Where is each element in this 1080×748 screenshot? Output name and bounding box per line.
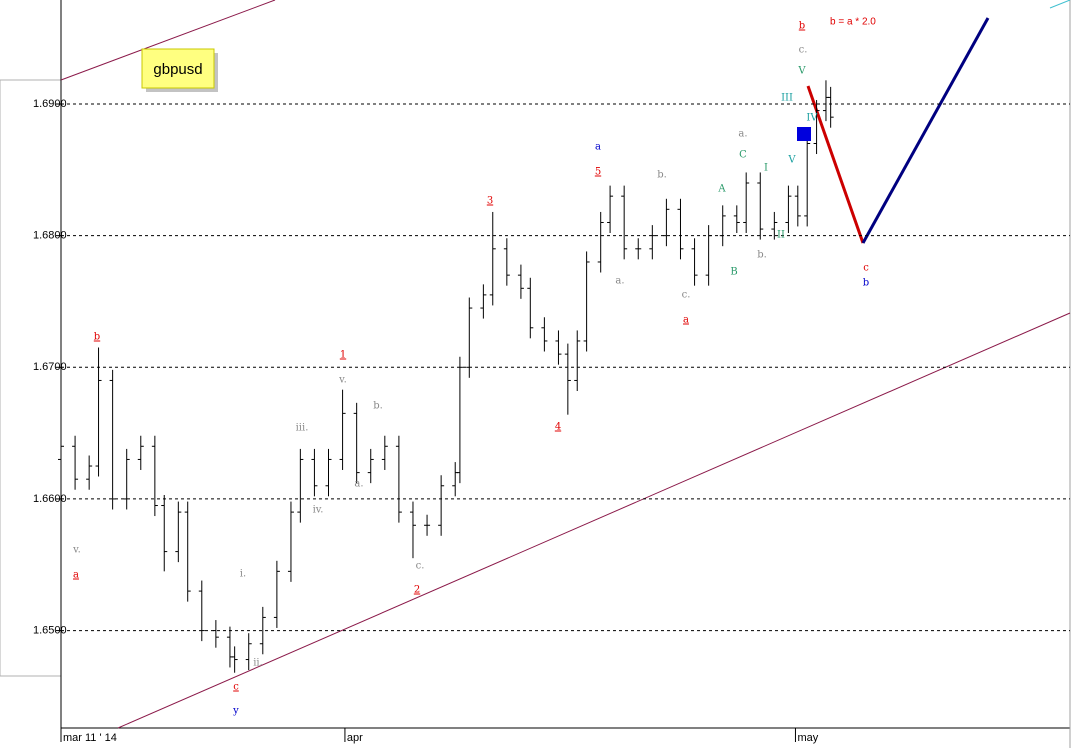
wave-label: B — [730, 267, 737, 278]
symbol-box — [141, 48, 215, 89]
wave-label: II — [777, 230, 785, 241]
wave-label: b. — [657, 170, 667, 181]
projection-line — [806, 85, 865, 244]
symbol: gbpusd — [153, 61, 202, 78]
wave-label: v. — [338, 375, 347, 386]
wave-label: c. — [682, 290, 691, 301]
wave-label: a. — [354, 479, 363, 490]
marker — [797, 127, 811, 141]
y-tick-label: 1.6900 — [33, 98, 67, 110]
trend-line — [117, 312, 1071, 729]
note: b = a * 2.0 — [830, 17, 876, 28]
wave-label: b. — [373, 401, 383, 412]
wave-label: v. — [72, 545, 81, 556]
wave-label: a — [683, 315, 689, 326]
y-tick-label: 1.6800 — [33, 230, 67, 242]
wave-label: 2 — [414, 585, 420, 596]
trend-line — [60, 0, 276, 81]
x-tick-label: mar 11 ' 14 — [63, 732, 117, 744]
wave-label: 1 — [340, 350, 346, 361]
wave-label: I — [764, 163, 768, 174]
projection-line — [861, 17, 990, 244]
wave-label: III — [781, 93, 793, 104]
wave-label: c — [863, 263, 869, 274]
plot: 1.6500 1.6600 1.6700 1.6800 1.6900 mar 11 ' 1… — [33, 17, 1070, 744]
y-tick-label: 1.6500 — [33, 624, 67, 636]
y-tick-label: 1.6600 — [33, 493, 67, 505]
wave-label: a — [73, 570, 79, 581]
trend-line — [1049, 0, 1071, 9]
x-tick-label: may — [797, 732, 818, 744]
wave-label: a. — [615, 276, 624, 287]
wave-label: A — [717, 184, 726, 195]
wave-label: C — [739, 150, 747, 161]
wave-label: 5 — [595, 167, 601, 178]
wave-label: i. — [240, 569, 246, 580]
wave-label: 3 — [487, 196, 493, 207]
wave-label: iii. — [296, 423, 309, 434]
wave-label: IV — [806, 113, 818, 124]
wave-label: c — [233, 682, 239, 693]
wave-label: V — [797, 66, 806, 77]
wave-label: y — [232, 706, 239, 717]
wave-label: 4 — [555, 422, 561, 433]
axis-panel — [0, 79, 62, 677]
wave-label: ii. — [253, 658, 263, 669]
wave-label: iv. — [313, 505, 324, 516]
x-tick-label: apr — [347, 732, 363, 744]
wave-label: b — [863, 278, 869, 289]
wave-label: c. — [799, 45, 808, 56]
wave-label: V — [787, 155, 796, 166]
wave-label: a — [595, 142, 601, 153]
wave-label: b. — [757, 250, 767, 261]
wave-label: b — [94, 332, 100, 343]
y-tick-label: 1.6700 — [33, 361, 67, 373]
wave-label: a. — [738, 129, 747, 140]
wave-label: c. — [416, 561, 425, 572]
wave-label: b — [799, 21, 805, 32]
